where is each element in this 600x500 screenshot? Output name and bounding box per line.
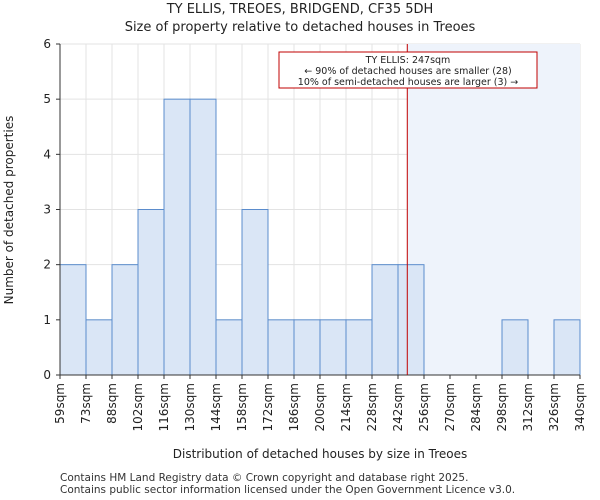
x-tick-label: 158sqm [235,383,249,431]
chart-title: TY ELLIS, TREOES, BRIDGEND, CF35 5DH [166,2,434,17]
x-tick-label: 144sqm [209,383,223,431]
y-tick-label: 0 [43,368,51,382]
x-tick-label: 59sqm [53,383,67,424]
chart-subtitle: Size of property relative to detached ho… [124,20,476,35]
annotation-larger: 10% of semi-detached houses are larger (… [298,77,518,88]
histogram-bar [345,319,373,376]
y-tick-label: 6 [43,37,51,51]
histogram-bar [85,319,113,376]
x-tick-label: 214sqm [339,383,353,431]
y-tick-label: 1 [43,313,51,327]
histogram-bar [215,319,243,376]
larger-region-highlight [407,44,580,375]
x-tick-label: 172sqm [261,383,275,431]
x-tick-label: 270sqm [443,383,457,431]
y-axis-label: Number of detached properties [2,116,16,305]
annotation-title: TY ELLIS: 247sqm [365,55,451,66]
annotation-smaller: ← 90% of detached houses are smaller (28… [304,66,511,77]
histogram-bar [163,98,191,376]
histogram-bar [397,264,425,376]
x-tick-label: 326sqm [547,383,561,431]
x-tick-label: 102sqm [131,383,145,431]
x-tick-label: 186sqm [287,383,301,431]
x-tick-label: 200sqm [313,383,327,431]
footer-line-2: Contains public sector information licen… [60,484,516,496]
footer-line-1: Contains HM Land Registry data © Crown c… [60,472,469,484]
marker-layer: TY ELLIS: 247sqm← 90% of detached houses… [278,44,538,375]
histogram-bar [241,209,269,376]
histogram-bar [267,319,295,376]
y-tick-label: 4 [43,147,51,161]
histogram-bar [111,264,139,376]
y-tick-label: 3 [43,203,51,217]
x-axis-label: Distribution of detached houses by size … [173,447,468,461]
histogram-bar [59,264,87,376]
axes-layer: 0 1 2 3 4 5 6 59sqm 73sqm 88sqm 102sqm 116sqm 130sqm… [43,37,587,431]
histogram-bar [553,319,581,376]
x-tick-label: 130sqm [183,383,197,431]
x-tick-label: 88sqm [105,383,119,424]
x-tick-label: 116sqm [157,383,171,431]
x-tick-label: 256sqm [417,383,431,431]
x-tick-label: 228sqm [365,383,379,431]
histogram-bar [371,264,399,376]
x-tick-label: 312sqm [521,383,535,431]
x-tick-label: 73sqm [79,383,93,424]
histogram-bar [189,98,217,376]
x-tick-label: 340sqm [573,383,587,431]
y-tick-label: 2 [43,258,51,272]
x-tick-label: 298sqm [495,383,509,431]
histogram-bar [319,319,347,376]
highlight-region [407,44,580,375]
x-tick-label: 284sqm [469,383,483,431]
y-tick-label: 5 [43,92,51,106]
histogram-bar [501,319,529,376]
histogram-bar [137,209,165,376]
annotation-box [278,51,538,89]
histogram-bar [293,319,321,376]
x-tick-label: 242sqm [391,383,405,431]
